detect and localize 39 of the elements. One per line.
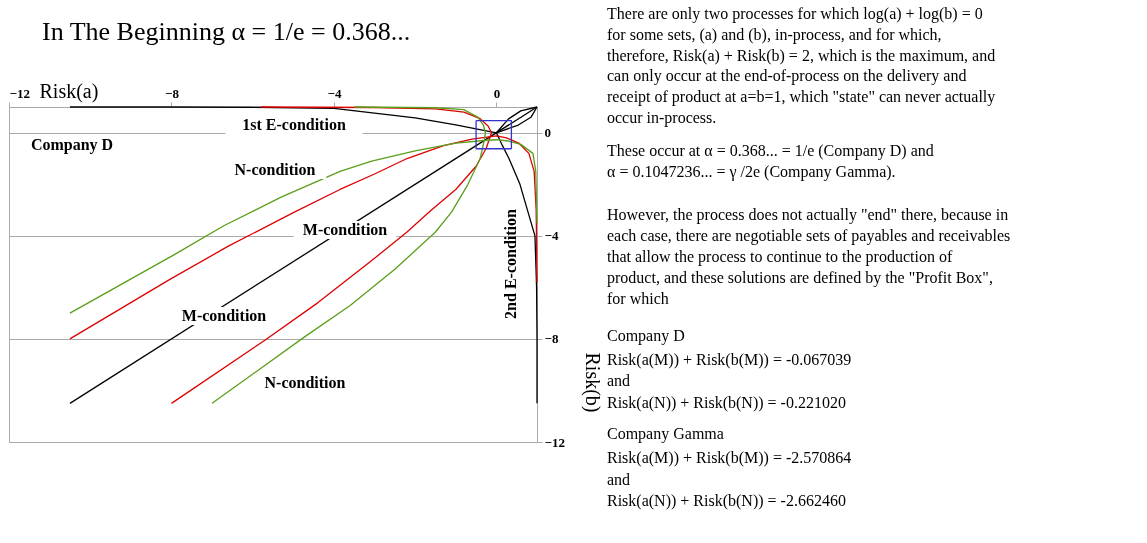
y-tick-label: 0 bbox=[544, 125, 551, 141]
x-tick-label: −4 bbox=[327, 85, 342, 101]
text: therefore, Risk(a) + Risk(b) = 2, which is the maximum, and bbox=[607, 47, 996, 65]
y-tick-label: −4 bbox=[544, 228, 559, 244]
text: However, the process does not actually "end" there, because in bbox=[607, 206, 1009, 224]
annotation: N-condition bbox=[234, 161, 316, 178]
text: These occur at α = 0.368... = 1/e (Company D) and bbox=[607, 142, 934, 160]
x-axis-title: Risk(a) bbox=[39, 79, 99, 103]
y-tick-label: −12 bbox=[544, 434, 565, 450]
text: Company Gamma bbox=[607, 425, 724, 443]
text: There are only two processes for which log(a) + log(b) = 0 bbox=[607, 5, 983, 23]
text: Risk(a(M)) + Risk(b(M)) = -2.570864 bbox=[607, 449, 852, 467]
text: and bbox=[607, 372, 631, 389]
annotation: M-condition bbox=[181, 307, 267, 324]
text: can only occur at the end-of-process on the delivery and bbox=[607, 67, 967, 85]
annotation: 2nd E-condition bbox=[502, 208, 519, 319]
x-tick-label: −12 bbox=[9, 85, 30, 101]
annotation: N-condition bbox=[264, 374, 346, 391]
x-tick-label: 0 bbox=[493, 85, 501, 101]
text: Company D bbox=[607, 327, 685, 345]
annotation: Company D bbox=[30, 136, 114, 154]
chart-title: In The Beginning α = 1/e = 0.368... bbox=[42, 17, 411, 46]
text: product, and these solutions are defined by the "Profit Box", bbox=[607, 269, 993, 287]
annotation: 1st E-condition bbox=[242, 116, 346, 133]
text: Risk(a(M)) + Risk(b(M)) = -0.067039 bbox=[607, 351, 852, 369]
text: Risk(a(N)) + Risk(b(N)) = -0.221020 bbox=[607, 394, 846, 412]
text: for which bbox=[607, 290, 669, 307]
text: each case, there are negotiable sets of payables and receivables bbox=[607, 227, 1011, 245]
text: for some sets, (a) and (b), in-process, and for which, bbox=[607, 26, 942, 44]
text: and bbox=[607, 471, 631, 488]
text: receipt of product at a=b=1, which "state" can never actually bbox=[607, 88, 996, 106]
annotation: M-condition bbox=[302, 221, 388, 238]
text: α = 0.1047236... = γ /2e (Company Gamma). bbox=[607, 163, 896, 181]
x-tick-label: −8 bbox=[165, 85, 180, 101]
y-tick-label: −8 bbox=[544, 331, 559, 347]
text: that allow the process to continue to the production of bbox=[607, 248, 953, 266]
text: Risk(a(N)) + Risk(b(N)) = -2.662460 bbox=[607, 492, 846, 510]
y-axis-title: Risk(b) bbox=[580, 352, 604, 413]
text: occur in-process. bbox=[607, 109, 717, 127]
